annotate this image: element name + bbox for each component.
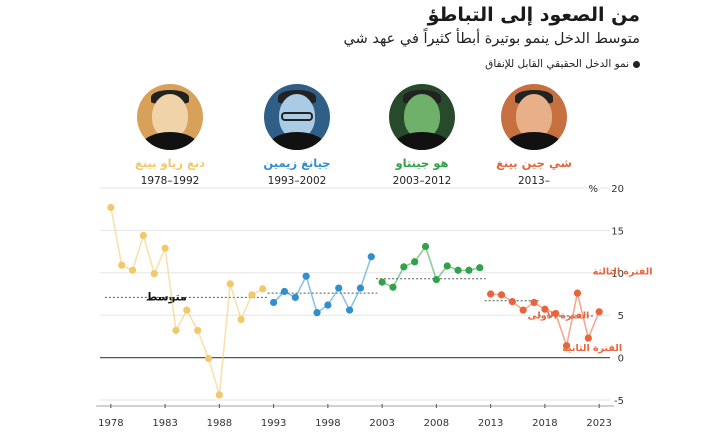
- deng-portrait-icon: [137, 84, 203, 150]
- x-tick-label: 1978: [98, 418, 123, 429]
- leader-name: جيانغ زيمين: [263, 156, 331, 170]
- y-tick-label: 5: [618, 311, 624, 322]
- x-tick-label: 1993: [261, 418, 286, 429]
- data-point: [172, 326, 180, 335]
- data-point: [584, 334, 592, 342]
- data-point: [313, 309, 321, 317]
- data-point: [183, 306, 191, 314]
- x-tick-label: 2018: [532, 418, 557, 429]
- data-point: [248, 291, 256, 299]
- y-tick-label: 0: [618, 354, 624, 365]
- data-point: [280, 287, 289, 296]
- leader-name: شي جين بينغ: [496, 156, 572, 170]
- chart-subtitle: متوسط الدخل ينمو بوتيرة أبطأ كثيراً في ع…: [343, 31, 641, 47]
- data-point: [573, 289, 582, 297]
- x-tick-label: 1998: [315, 418, 340, 429]
- leader-deng: دنغ زياو بينغ 1978–1992: [110, 84, 230, 187]
- legend-label: نمو الدخل الحقيقي القابل للإنفاق: [485, 58, 629, 70]
- data-point: [139, 231, 148, 240]
- legend-dot-icon: [633, 60, 640, 68]
- data-point: [421, 242, 430, 251]
- data-point: [476, 264, 484, 272]
- data-point: [291, 293, 299, 301]
- leader-name: دنغ زياو بينغ: [134, 156, 206, 170]
- y-tick-label: -5: [614, 396, 624, 407]
- data-point: [400, 263, 408, 271]
- data-point: [411, 258, 419, 266]
- x-tick-label: 1983: [152, 418, 177, 429]
- leader-name: هو جينتاو: [395, 156, 449, 170]
- term-annotation: الفترة الثانية: [562, 343, 622, 354]
- term-annotation: الفترة الثالثة: [593, 266, 653, 277]
- data-point: [465, 266, 473, 274]
- hu-portrait-icon: [389, 84, 455, 150]
- data-point: [432, 275, 440, 284]
- chart-title: من الصعود إلى التباطؤ: [427, 4, 640, 26]
- data-point: [595, 308, 603, 316]
- data-point: [345, 306, 354, 314]
- x-tick-label: 1988: [207, 418, 232, 429]
- data-point: [161, 244, 169, 252]
- data-point: [237, 315, 245, 324]
- data-point: [150, 270, 158, 278]
- data-point: [562, 342, 571, 350]
- data-point: [367, 253, 375, 261]
- data-point: [552, 309, 560, 318]
- data-point: [519, 306, 527, 314]
- data-point: [226, 280, 234, 288]
- average-label: متوسط: [146, 290, 187, 303]
- data-point: [508, 298, 516, 306]
- data-point: [270, 298, 278, 307]
- x-tick-label: 2023: [586, 418, 611, 429]
- data-point: [128, 266, 137, 274]
- x-tick-label: 2013: [478, 418, 503, 429]
- data-point: [530, 298, 538, 307]
- series-line: [273, 256, 373, 314]
- leader-hu: هو جينتاو 2003–2012: [362, 84, 482, 187]
- data-point: [541, 305, 549, 313]
- leader-jiang: جيانغ زيمين 1993–2002: [237, 84, 357, 187]
- data-point: [204, 354, 213, 363]
- leader-xi: شي جين بينغ 2013–: [474, 84, 594, 187]
- data-point: [356, 284, 365, 292]
- data-point: [378, 278, 386, 286]
- jiang-portrait-icon: [264, 84, 330, 150]
- data-point: [487, 290, 495, 298]
- term-annotation: الفترة الأولى: [528, 310, 590, 322]
- series-line: [110, 207, 264, 396]
- leader-term: 2013–: [518, 175, 550, 187]
- leader-term: 1978–1992: [140, 175, 200, 187]
- data-point: [215, 391, 223, 399]
- x-tick-label: 2003: [369, 418, 394, 429]
- data-point: [324, 301, 332, 309]
- series-line: [381, 245, 480, 289]
- data-point: [335, 284, 343, 292]
- data-point: [443, 262, 451, 270]
- data-point: [118, 261, 126, 269]
- y-unit-label: %: [588, 184, 598, 195]
- data-point: [194, 326, 202, 335]
- leader-term: 2003–2012: [392, 175, 452, 187]
- xi-portrait-icon: [501, 84, 567, 150]
- data-point: [497, 291, 506, 299]
- y-tick-label: 15: [611, 226, 624, 237]
- leader-term: 1993–2002: [267, 175, 327, 187]
- data-point: [107, 203, 115, 212]
- data-point: [389, 283, 397, 291]
- data-point: [259, 285, 267, 293]
- legend: نمو الدخل الحقيقي القابل للإنفاق: [485, 58, 640, 70]
- data-point: [454, 266, 462, 274]
- data-point: [302, 272, 310, 280]
- y-tick-label: 10: [611, 269, 624, 280]
- y-tick-label: 20: [611, 184, 624, 195]
- x-tick-label: 2008: [424, 418, 449, 429]
